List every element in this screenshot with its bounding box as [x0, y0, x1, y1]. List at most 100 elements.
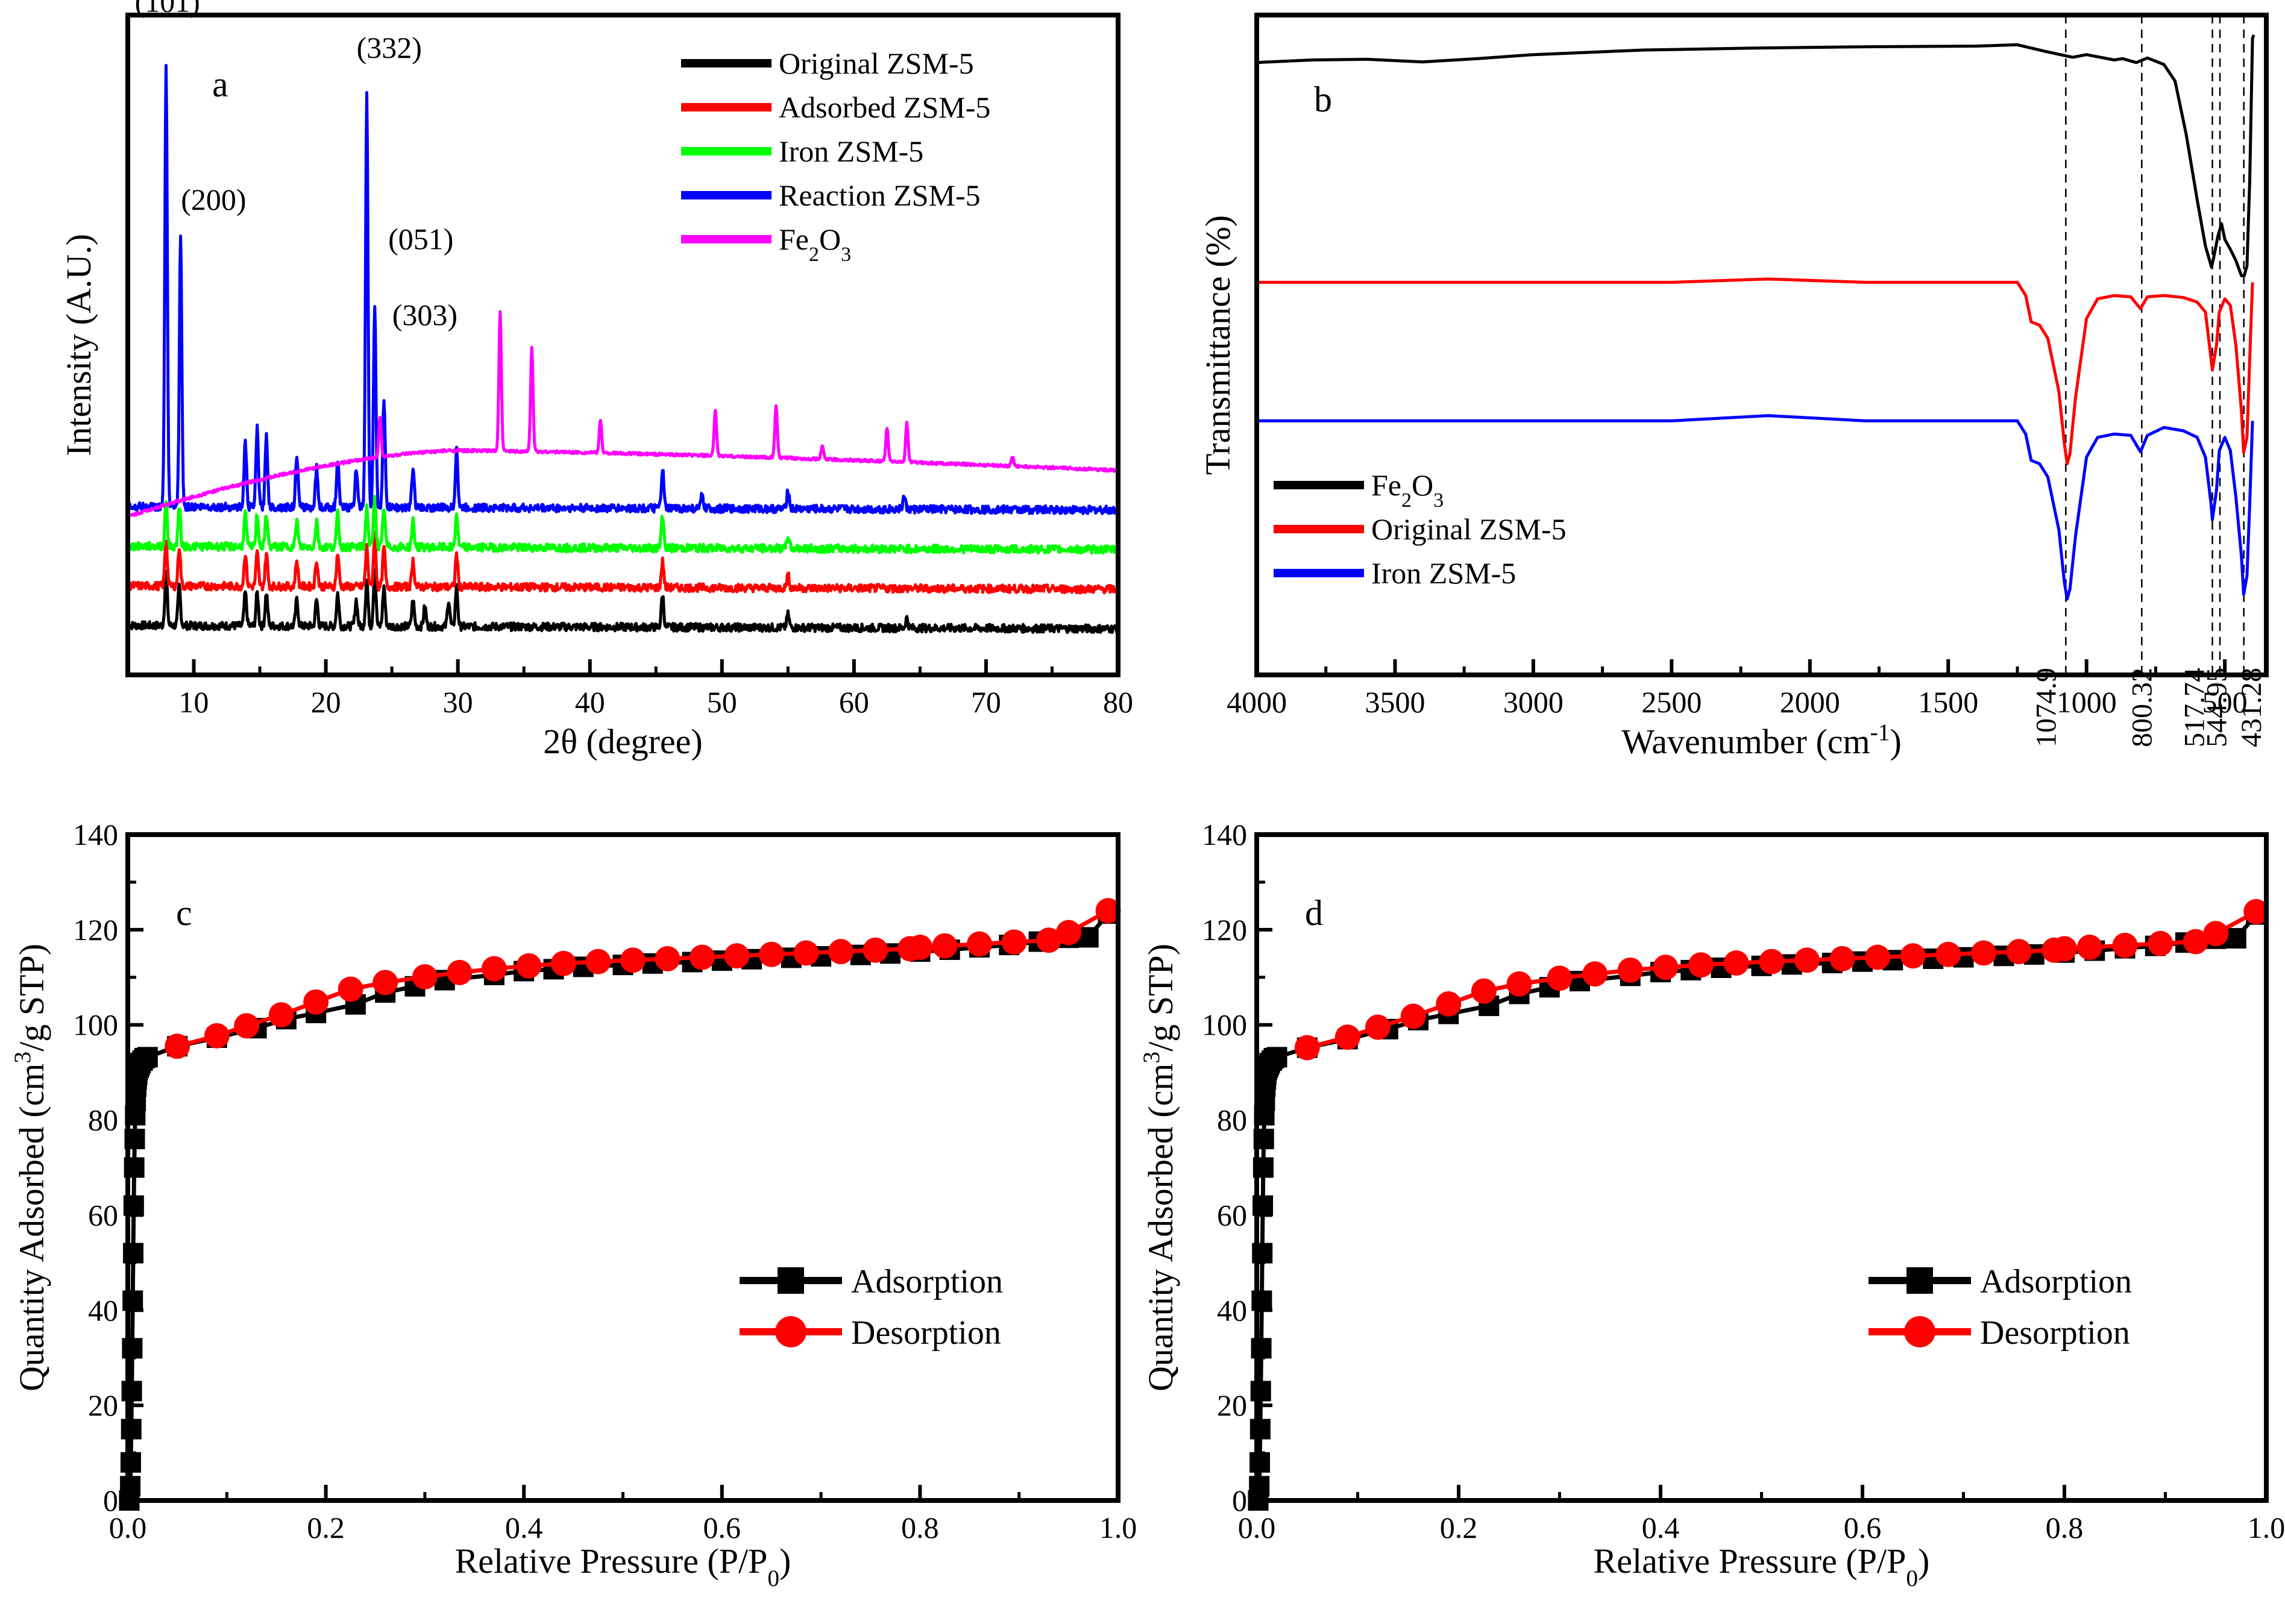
desorption-point [1865, 944, 1891, 970]
y-tick-label: 80 [1217, 1103, 1247, 1137]
adsorption-point [1078, 927, 1099, 948]
panel-d-isotherm-chart: 0.0 0.2 0.4 0.6 0.8 1.0 0 20 40 60 80 100 120 140 Rela… [1138, 818, 2285, 1591]
panel-a-xrd-chart: 10 20 30 40 50 60 70 80 2θ (degree) Intensity (A.… [59, 0, 1133, 761]
x-axis-title: Relative Pressure (P/P0) [455, 1541, 791, 1591]
x-tick-label: 50 [707, 685, 737, 719]
peak-annotation: (051) [388, 222, 453, 256]
legend-label: Adsorbed ZSM-5 [779, 90, 990, 124]
panel-label: a [212, 64, 228, 104]
desorption-point [724, 943, 750, 969]
panel-label: b [1314, 80, 1332, 119]
desorption-point [1582, 961, 1608, 987]
series-line-3 [126, 64, 1119, 515]
x-tick-label: 1.0 [2248, 1511, 2285, 1544]
series-line-4 [127, 310, 1119, 518]
desorption-point [620, 947, 646, 973]
legend-label: Reaction ZSM-5 [779, 178, 981, 212]
desorption-point [234, 1013, 260, 1039]
y-tick-label: 20 [1217, 1388, 1247, 1422]
legend-label: Desorption [851, 1314, 1001, 1352]
adsorption-point [121, 1419, 142, 1440]
legend-label: Iron ZSM-5 [779, 134, 923, 168]
desorption-point [1971, 940, 1996, 966]
desorption-point [412, 964, 438, 989]
desorption-point [1294, 1035, 1320, 1061]
desorption-point [689, 944, 715, 970]
panel-label: d [1305, 893, 1323, 933]
x-tick-label: 40 [575, 685, 605, 719]
adsorption-point [120, 1452, 141, 1473]
series-line-0 [127, 568, 1120, 635]
desorption-point [655, 946, 680, 972]
desorption-point [1365, 1014, 1391, 1040]
plot-frame [1254, 13, 2269, 677]
x-tick-label: 80 [1103, 685, 1133, 719]
legend-marker [1904, 1316, 1935, 1347]
series-line-1 [1257, 277, 2254, 466]
desorption-point [2052, 936, 2077, 962]
desorption-point [1334, 1024, 1360, 1050]
desorption-point [828, 939, 853, 965]
desorption-point [165, 1033, 190, 1059]
desorption-point [1935, 941, 1961, 967]
y-tick-label: 140 [73, 818, 118, 851]
adsorption-point [1251, 1338, 1272, 1359]
y-axis-title: Quantity Adsorbed (cm3/g STP) [1138, 944, 1180, 1391]
desorption-point [516, 953, 542, 979]
x-tick-label: 1500 [1918, 685, 1978, 719]
desorption-point [1055, 920, 1081, 945]
y-tick-label: 40 [88, 1293, 118, 1327]
peak-annotation: (332) [357, 31, 422, 64]
y-tick-label: 0 [1232, 1484, 1247, 1517]
desorption-point [2112, 932, 2138, 958]
x-axis-title: 2θ (degree) [543, 722, 702, 761]
peak-wavenumber-label: 1074.9 [2031, 668, 2063, 747]
peak-wavenumber-label: 517.74 [2179, 668, 2211, 747]
desorption-point [1829, 946, 1855, 972]
y-tick-label: 100 [1202, 1008, 1247, 1042]
y-tick-label: 80 [88, 1103, 118, 1137]
x-tick-label: 0.6 [1844, 1511, 1882, 1544]
x-tick-label: 0.0 [1238, 1511, 1276, 1544]
adsorption-point [1266, 1047, 1287, 1068]
panel-c-isotherm-chart: 0.0 0.2 0.4 0.6 0.8 1.0 0 20 40 60 80 100 120 140 Rela… [9, 818, 1137, 1591]
desorption-point [481, 956, 507, 982]
y-tick-label: 60 [88, 1198, 118, 1232]
x-tick-label: 2000 [1780, 685, 1840, 719]
x-tick-label: 0.8 [2046, 1511, 2084, 1544]
desorption-point [1723, 950, 1749, 976]
adsorption-point [2225, 928, 2246, 949]
x-tick-label: 0.4 [505, 1511, 543, 1544]
desorption-point [1095, 898, 1121, 924]
legend-label: Fe2O3 [1371, 468, 1444, 512]
desorption-point [2006, 939, 2032, 965]
x-tick-label: 4000 [1227, 685, 1287, 719]
y-tick-label: 20 [88, 1388, 118, 1422]
x-tick-label: 1.0 [1099, 1511, 1137, 1544]
x-tick-label: 0.6 [703, 1511, 741, 1544]
y-tick-label: 120 [73, 913, 118, 947]
legend-label: Original ZSM-5 [779, 46, 974, 80]
desorption-point [1547, 965, 1573, 991]
adsorption-point [121, 1381, 142, 1402]
peak-annotation: (303) [392, 298, 457, 332]
x-tick-label: 1000 [2057, 685, 2117, 719]
series-line-2 [126, 495, 1120, 555]
y-tick-label: 140 [1202, 818, 1247, 851]
adsorption-point [1250, 1381, 1271, 1402]
adsorption-point [1249, 1419, 1271, 1440]
legend-label: Desorption [1980, 1314, 2130, 1352]
peak-wavenumber-label: 544.95 [2201, 668, 2233, 747]
y-axis-title: Transmittance (%) [1198, 215, 1237, 475]
x-tick-label: 20 [311, 685, 341, 719]
x-axis-title: Relative Pressure (P/P0) [1594, 1541, 1930, 1591]
desorption-point [1471, 978, 1497, 1004]
panel-label: c [176, 893, 192, 933]
adsorption-point [1249, 1476, 1270, 1497]
adsorption-point [137, 1047, 158, 1068]
desorption-point [1759, 948, 1785, 974]
desorption-point [907, 935, 933, 961]
legend-marker [775, 1316, 806, 1347]
peak-annotation: (200) [181, 183, 246, 216]
y-tick-label: 60 [1217, 1198, 1247, 1232]
